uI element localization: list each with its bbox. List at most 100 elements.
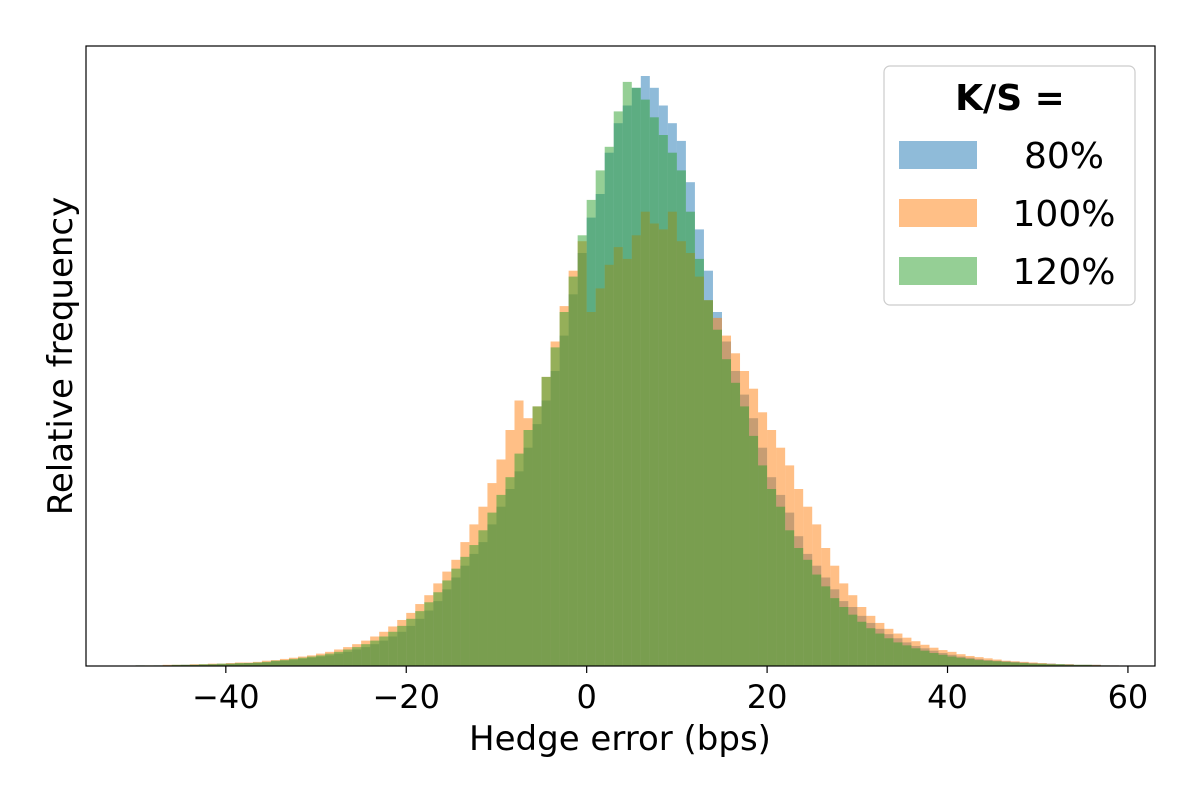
histogram-bar	[767, 489, 777, 666]
histogram-bar	[974, 660, 984, 666]
histogram-bar	[622, 81, 632, 666]
histogram-bar	[965, 658, 975, 666]
histogram-bar	[207, 664, 217, 666]
histogram-bar	[631, 87, 641, 667]
histogram-bar	[848, 614, 858, 666]
legend-items: 80% 100% 120%	[899, 136, 1115, 293]
histogram-bar	[640, 99, 650, 667]
histogram-bar	[451, 568, 461, 666]
plot-frame	[85, 45, 1156, 667]
histogram-bar	[433, 592, 443, 666]
histogram-bar	[541, 376, 551, 666]
histogram-bar	[415, 611, 425, 666]
histogram-bar	[1037, 663, 1047, 666]
histogram-bar	[884, 638, 894, 666]
histogram-bar	[352, 647, 362, 666]
histogram-bar	[1028, 663, 1038, 666]
legend-swatch	[899, 257, 977, 285]
histogram-bar	[1046, 664, 1056, 666]
histogram-bar	[577, 235, 587, 667]
x-axis-label: Hedge error (bps)	[469, 719, 771, 759]
x-axis-ticks: −40 −20 0 20 40 60	[192, 666, 1148, 716]
histogram-bar	[1001, 661, 1011, 666]
histogram-bar	[261, 661, 271, 666]
histogram-bar	[216, 663, 226, 666]
histogram-bar	[685, 211, 695, 666]
histogram-bar	[992, 661, 1002, 666]
histogram-bar	[559, 312, 569, 666]
histogram-bar	[947, 656, 957, 666]
histogram-bar	[361, 644, 371, 666]
histogram-bar	[568, 276, 578, 666]
legend-label: 100%	[1013, 194, 1116, 235]
histogram-bar	[388, 631, 398, 666]
legend-label: 120%	[1013, 252, 1116, 293]
histogram-bar	[316, 655, 326, 666]
histogram-bar	[379, 636, 389, 666]
histogram-bar	[667, 152, 677, 666]
histogram-bar	[875, 633, 885, 666]
histogram-bar	[920, 650, 930, 666]
histogram-bar	[496, 494, 506, 666]
histogram-bar	[758, 465, 768, 666]
histogram-bar	[731, 382, 741, 666]
x-tick-label: 0	[576, 678, 596, 716]
legend-swatch	[899, 141, 977, 169]
histogram-bar	[776, 506, 786, 666]
histogram-bar	[1019, 663, 1029, 666]
histogram-bar	[812, 574, 822, 666]
histogram-bar	[658, 135, 668, 666]
histogram-bar	[225, 663, 235, 666]
histogram-bar	[803, 559, 813, 666]
histogram-bar	[343, 649, 353, 666]
histogram-bar	[550, 347, 560, 666]
histogram-bar	[911, 648, 921, 666]
histogram-bar	[740, 406, 750, 666]
histogram-bar	[839, 607, 849, 666]
histogram-bar	[505, 477, 515, 666]
histogram-bar	[478, 530, 488, 666]
series-120pct	[135, 81, 1110, 667]
legend-label: 80%	[1024, 136, 1104, 177]
legend-swatch	[899, 199, 977, 227]
histogram-bar	[424, 602, 434, 666]
histogram-bar	[325, 653, 335, 666]
histogram-bar	[956, 657, 966, 666]
histogram-bar	[334, 651, 344, 666]
histogram-bar	[830, 598, 840, 666]
histogram-bar	[649, 117, 659, 667]
histogram-bar	[676, 170, 686, 666]
histogram-bar	[288, 658, 298, 666]
x-tick-label: 40	[927, 678, 968, 716]
histogram-bar	[370, 640, 380, 666]
histogram-bar	[469, 545, 479, 666]
histogram-bar	[307, 656, 317, 666]
histogram-bar	[983, 660, 993, 666]
x-tick-label: 20	[747, 678, 788, 716]
x-tick-label: 60	[1108, 678, 1149, 716]
histogram-bar	[929, 653, 939, 666]
histogram-bar	[785, 530, 795, 666]
x-tick-label: −20	[372, 678, 440, 716]
histogram-bar	[703, 300, 713, 666]
histogram-bar	[243, 663, 253, 666]
histogram-bar	[198, 664, 208, 666]
histogram-bar	[460, 556, 470, 666]
histogram-bar	[270, 660, 280, 666]
histogram-bar	[794, 548, 804, 666]
histogram-bar	[902, 645, 912, 666]
histogram-bar	[298, 657, 308, 666]
histogram-bar	[712, 329, 722, 666]
histogram-bar	[1010, 662, 1020, 666]
histogram-bar	[523, 430, 533, 666]
histogram-bar	[721, 359, 732, 666]
x-tick-label: −40	[192, 678, 260, 716]
histogram-bar	[234, 663, 244, 666]
histogram-bar	[595, 170, 605, 666]
histogram-bar	[252, 662, 262, 666]
histogram-bar	[857, 621, 867, 666]
histogram-bar	[406, 618, 416, 666]
histogram-bar	[442, 580, 452, 666]
histogram-bar	[866, 628, 876, 666]
